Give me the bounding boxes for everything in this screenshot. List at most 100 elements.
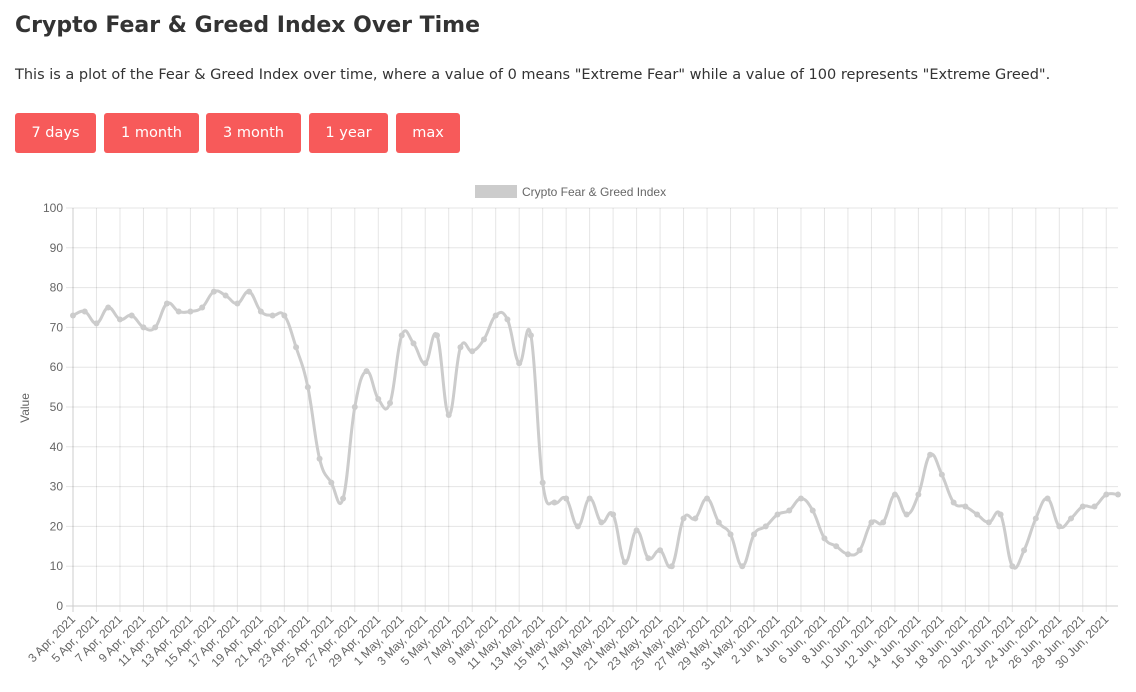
data-point bbox=[739, 563, 746, 570]
data-point bbox=[152, 324, 159, 331]
y-tick-label: 10 bbox=[50, 559, 64, 573]
data-point bbox=[1044, 495, 1051, 502]
data-point bbox=[210, 288, 217, 295]
data-point bbox=[492, 312, 499, 319]
data-point bbox=[598, 519, 605, 526]
data-point bbox=[915, 491, 922, 498]
y-tick-label: 0 bbox=[56, 599, 63, 613]
data-point bbox=[457, 344, 464, 351]
data-point bbox=[692, 515, 699, 522]
data-point bbox=[539, 479, 546, 486]
data-point bbox=[257, 308, 264, 315]
range-button-1-month[interactable]: 1 month bbox=[104, 113, 199, 153]
data-point bbox=[105, 304, 112, 311]
range-button-max[interactable]: max bbox=[396, 113, 460, 153]
data-point bbox=[586, 495, 593, 502]
data-point bbox=[821, 535, 828, 542]
y-tick-label: 20 bbox=[50, 519, 64, 533]
data-point bbox=[727, 531, 734, 538]
legend-label: Crypto Fear & Greed Index bbox=[522, 185, 666, 199]
data-point bbox=[657, 547, 664, 554]
data-point bbox=[516, 360, 523, 367]
data-point bbox=[1103, 491, 1110, 498]
data-point bbox=[1115, 491, 1121, 498]
data-point bbox=[621, 559, 628, 566]
data-points bbox=[70, 288, 1121, 570]
data-point bbox=[1009, 563, 1016, 570]
data-point bbox=[574, 523, 581, 530]
data-point bbox=[809, 507, 816, 514]
data-point bbox=[93, 320, 100, 327]
range-button-7-days[interactable]: 7 days bbox=[15, 113, 96, 153]
data-point bbox=[927, 451, 934, 458]
data-point bbox=[891, 491, 898, 498]
page-description: This is a plot of the Fear & Greed Index… bbox=[15, 67, 1051, 83]
horizontal-gridlines bbox=[66, 207, 1118, 607]
data-point bbox=[527, 332, 534, 339]
page-title: Crypto Fear & Greed Index Over Time bbox=[15, 13, 481, 38]
data-point bbox=[281, 312, 288, 319]
legend: Crypto Fear & Greed Index bbox=[475, 185, 666, 199]
data-point bbox=[316, 455, 323, 462]
data-point bbox=[1021, 547, 1028, 554]
data-point bbox=[445, 411, 452, 418]
data-point bbox=[962, 503, 969, 510]
data-point bbox=[375, 396, 382, 403]
data-point bbox=[398, 332, 405, 339]
data-point bbox=[868, 519, 875, 526]
data-point bbox=[128, 312, 135, 319]
y-tick-label: 30 bbox=[50, 480, 64, 494]
data-point bbox=[668, 563, 675, 570]
y-axis-ticks: 0 10 20 30 40 50 60 70 80 90 100 bbox=[43, 201, 63, 613]
data-point bbox=[786, 507, 793, 514]
y-tick-label: 100 bbox=[43, 201, 63, 215]
data-point bbox=[422, 360, 429, 367]
data-point bbox=[469, 348, 476, 355]
data-point bbox=[997, 511, 1004, 518]
y-tick-label: 60 bbox=[50, 360, 64, 374]
data-point bbox=[81, 308, 88, 315]
data-point bbox=[563, 495, 570, 502]
data-point bbox=[938, 471, 945, 478]
data-point bbox=[844, 551, 851, 558]
data-point bbox=[1032, 515, 1039, 522]
data-point bbox=[187, 308, 194, 315]
data-point bbox=[985, 519, 992, 526]
data-point bbox=[480, 336, 487, 343]
data-point bbox=[974, 511, 981, 518]
data-point bbox=[70, 312, 76, 319]
data-point bbox=[856, 547, 863, 554]
y-tick-label: 90 bbox=[50, 241, 64, 255]
data-point bbox=[116, 316, 123, 323]
data-point bbox=[1068, 515, 1075, 522]
data-point bbox=[504, 316, 511, 323]
data-point bbox=[1079, 503, 1086, 510]
data-point bbox=[269, 312, 276, 319]
data-point bbox=[222, 292, 229, 299]
data-point bbox=[246, 288, 253, 295]
range-button-1-year[interactable]: 1 year bbox=[309, 113, 388, 153]
data-point bbox=[351, 404, 358, 410]
data-point bbox=[328, 479, 335, 486]
data-point bbox=[363, 368, 370, 375]
legend-swatch bbox=[475, 185, 517, 198]
data-point bbox=[833, 543, 840, 550]
data-point bbox=[751, 531, 758, 538]
y-axis-title: Value bbox=[18, 393, 32, 423]
data-point bbox=[950, 499, 957, 506]
data-point bbox=[762, 523, 769, 530]
data-point bbox=[175, 308, 182, 315]
data-point bbox=[797, 495, 804, 502]
data-point bbox=[715, 519, 722, 526]
data-point bbox=[645, 555, 652, 562]
y-tick-label: 40 bbox=[50, 440, 64, 454]
vertical-gridlines bbox=[72, 208, 1107, 612]
range-button-3-month[interactable]: 3 month bbox=[206, 113, 301, 153]
data-point bbox=[433, 332, 440, 339]
data-point bbox=[387, 400, 394, 407]
data-point bbox=[1056, 523, 1063, 530]
data-point bbox=[234, 300, 241, 307]
data-point bbox=[1091, 503, 1098, 510]
y-tick-label: 50 bbox=[50, 400, 64, 414]
data-point bbox=[880, 519, 887, 526]
